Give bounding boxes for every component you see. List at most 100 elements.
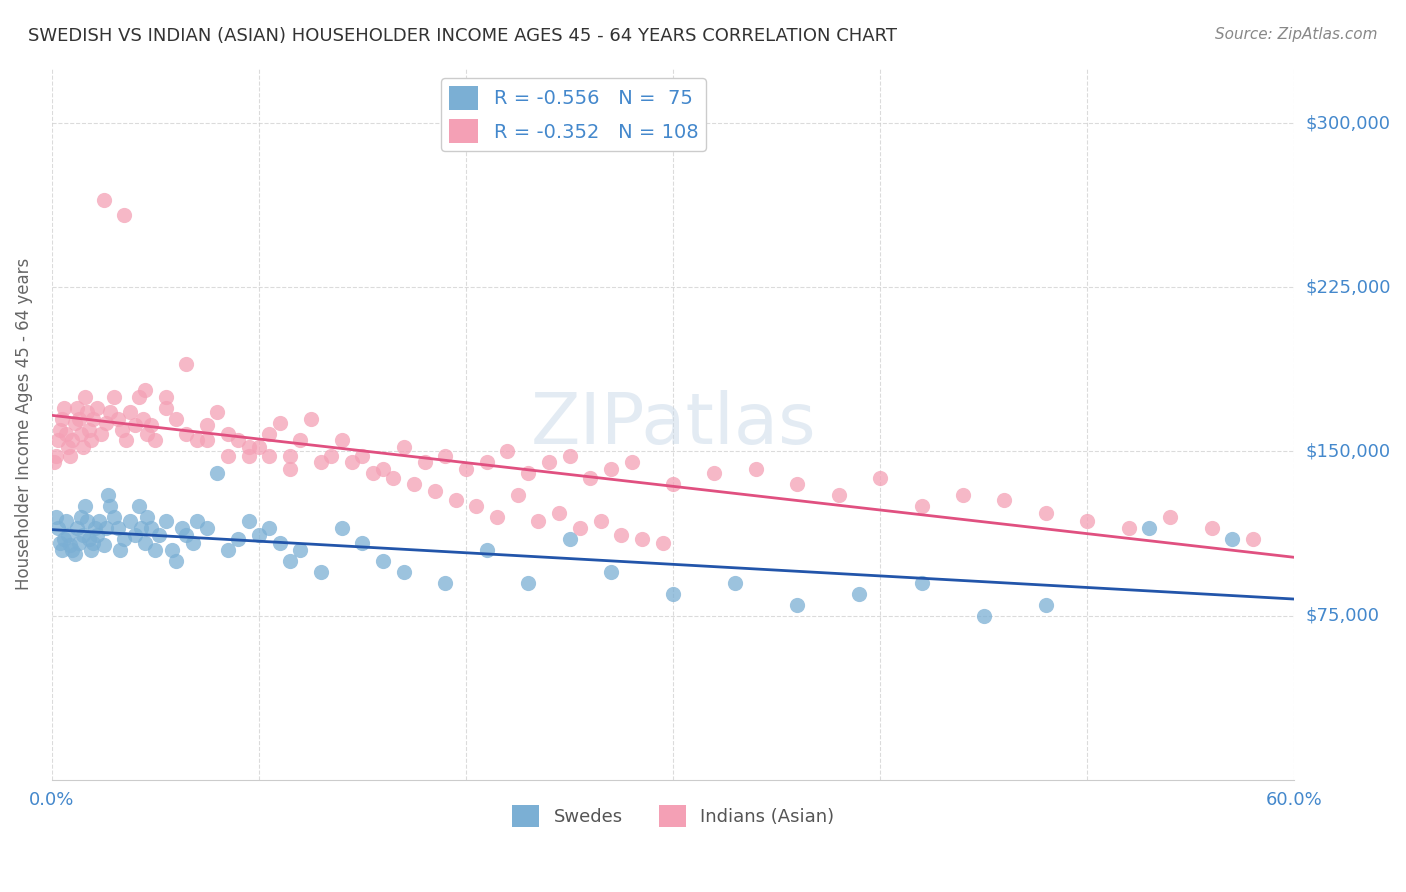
Point — [143, 542, 166, 557]
Point — [238, 449, 260, 463]
Point — [475, 455, 498, 469]
Point — [186, 434, 208, 448]
Point — [269, 536, 291, 550]
Point — [51, 542, 73, 557]
Point — [128, 499, 150, 513]
Y-axis label: Householder Income Ages 45 - 64 years: Householder Income Ages 45 - 64 years — [15, 258, 32, 591]
Point — [558, 449, 581, 463]
Point — [59, 449, 82, 463]
Point — [62, 434, 84, 448]
Point — [299, 411, 322, 425]
Point — [59, 539, 82, 553]
Point — [186, 515, 208, 529]
Point — [93, 193, 115, 207]
Point — [465, 499, 488, 513]
Text: $75,000: $75,000 — [1306, 607, 1379, 624]
Point — [952, 488, 974, 502]
Point — [269, 416, 291, 430]
Point — [69, 426, 91, 441]
Point — [848, 587, 870, 601]
Point — [51, 411, 73, 425]
Point — [55, 426, 77, 441]
Point — [77, 532, 100, 546]
Point — [361, 467, 384, 481]
Point — [82, 536, 104, 550]
Point — [195, 521, 218, 535]
Point — [46, 434, 69, 448]
Point — [80, 434, 103, 448]
Point — [1118, 521, 1140, 535]
Point — [65, 521, 87, 535]
Text: SWEDISH VS INDIAN (ASIAN) HOUSEHOLDER INCOME AGES 45 - 64 YEARS CORRELATION CHAR: SWEDISH VS INDIAN (ASIAN) HOUSEHOLDER IN… — [28, 27, 897, 45]
Point — [107, 411, 129, 425]
Point — [55, 515, 77, 529]
Point — [724, 575, 747, 590]
Point — [58, 527, 80, 541]
Point — [77, 423, 100, 437]
Point — [620, 455, 643, 469]
Point — [207, 467, 229, 481]
Point — [434, 575, 457, 590]
Point — [42, 455, 65, 469]
Point — [1241, 532, 1264, 546]
Text: ZIPatlas: ZIPatlas — [530, 390, 815, 458]
Point — [141, 418, 163, 433]
Point — [46, 521, 69, 535]
Point — [226, 532, 249, 546]
Point — [568, 521, 591, 535]
Point — [238, 440, 260, 454]
Point — [434, 449, 457, 463]
Point — [160, 542, 183, 557]
Point — [65, 401, 87, 415]
Point — [165, 411, 187, 425]
Point — [128, 390, 150, 404]
Point — [247, 440, 270, 454]
Point — [53, 401, 76, 415]
Point — [1201, 521, 1223, 535]
Point — [89, 515, 111, 529]
Point — [108, 542, 131, 557]
Point — [112, 532, 135, 546]
Point — [82, 411, 104, 425]
Point — [290, 542, 312, 557]
Point — [486, 510, 509, 524]
Point — [786, 477, 808, 491]
Point — [134, 536, 156, 550]
Legend: Swedes, Indians (Asian): Swedes, Indians (Asian) — [505, 798, 842, 835]
Point — [72, 440, 94, 454]
Point — [176, 357, 198, 371]
Point — [72, 527, 94, 541]
Text: $225,000: $225,000 — [1306, 278, 1391, 296]
Point — [98, 499, 121, 513]
Point — [382, 471, 405, 485]
Point — [745, 462, 768, 476]
Point — [97, 488, 120, 502]
Point — [404, 477, 426, 491]
Point — [112, 208, 135, 222]
Point — [278, 449, 301, 463]
Point — [148, 527, 170, 541]
Point — [247, 527, 270, 541]
Point — [352, 449, 374, 463]
Point — [589, 515, 612, 529]
Point — [94, 416, 117, 430]
Point — [413, 455, 436, 469]
Text: $300,000: $300,000 — [1306, 114, 1391, 132]
Point — [631, 532, 654, 546]
Point — [90, 426, 112, 441]
Point — [1076, 515, 1098, 529]
Point — [392, 565, 415, 579]
Point — [869, 471, 891, 485]
Point — [155, 401, 177, 415]
Point — [423, 483, 446, 498]
Point — [517, 467, 540, 481]
Point — [63, 547, 86, 561]
Point — [217, 426, 239, 441]
Point — [155, 515, 177, 529]
Point — [600, 565, 623, 579]
Point — [53, 532, 76, 546]
Point — [257, 449, 280, 463]
Point — [136, 426, 159, 441]
Point — [973, 608, 995, 623]
Point — [49, 423, 72, 437]
